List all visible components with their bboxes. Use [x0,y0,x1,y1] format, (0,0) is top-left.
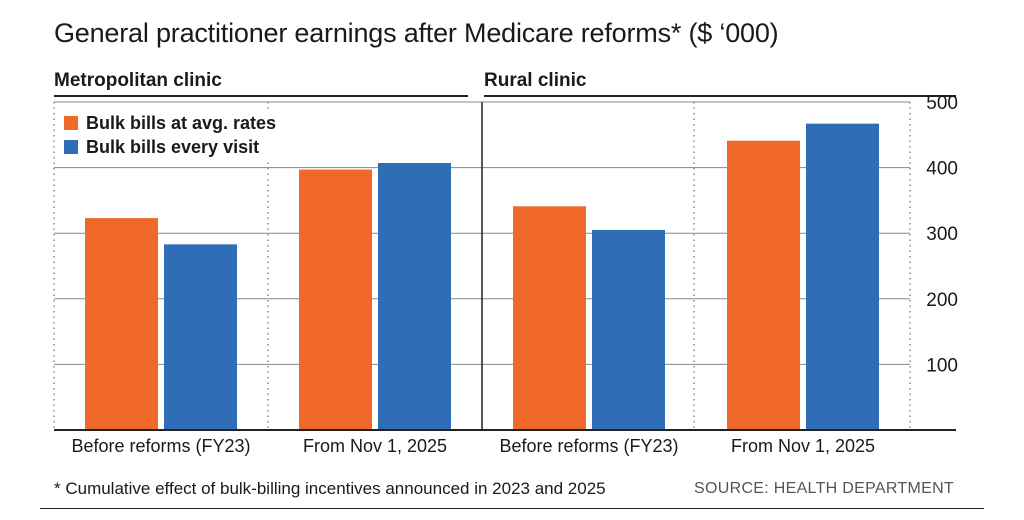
bar [592,229,665,430]
source-credit: SOURCE: HEALTH DEPARTMENT [694,480,954,497]
x-tick-label: From Nov 1, 2025 [731,436,875,456]
legend-label: Bulk bills every visit [86,137,259,157]
bar [727,140,800,431]
bottom-rule [40,508,984,509]
bar [164,244,237,430]
legend-swatch [64,140,78,154]
bar [378,163,451,430]
y-tick-label: 200 [926,290,958,311]
x-tick-label: Before reforms (FY23) [499,436,678,456]
legend-background [58,110,294,162]
x-tick-label: From Nov 1, 2025 [303,436,447,456]
legend-swatch [64,116,78,130]
chart-title: General practitioner earnings after Medi… [54,18,779,48]
footnote: * Cumulative effect of bulk-billing ince… [54,479,606,498]
y-tick-label: 500 [926,93,958,114]
panel-title-metropolitan: Metropolitan clinic [54,70,222,91]
x-tick-label: Before reforms (FY23) [71,436,250,456]
bar [806,123,879,430]
y-tick-label: 400 [926,159,958,180]
bar [299,169,372,430]
panel-title-rural: Rural clinic [484,70,587,91]
legend-label: Bulk bills at avg. rates [86,113,276,133]
y-tick-label: 100 [926,355,958,376]
y-tick-label: 300 [926,224,958,245]
bar [513,206,586,430]
bar [85,218,158,430]
